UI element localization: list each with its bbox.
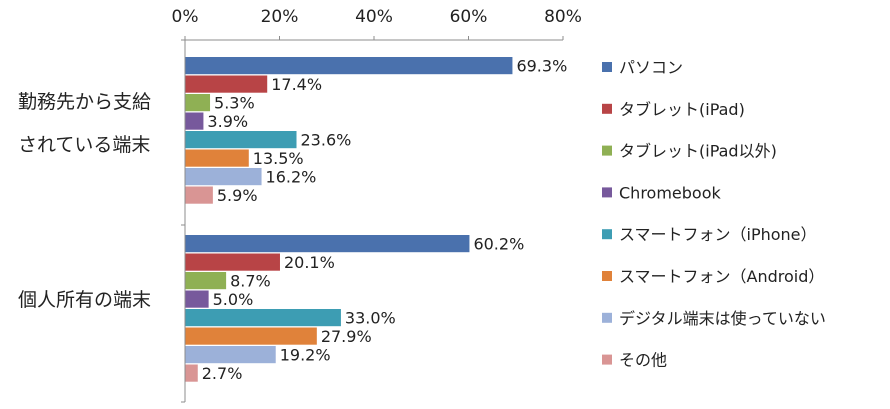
legend-label: タブレット(iPad以外) (619, 142, 777, 161)
data-label: 27.9% (321, 327, 372, 346)
legend-swatch (602, 103, 612, 114)
bar (185, 346, 276, 364)
bar (185, 290, 209, 308)
legend-swatch (602, 271, 612, 281)
x-tick-label: 60% (450, 7, 488, 27)
bar (185, 272, 227, 290)
data-label: 20.1% (284, 253, 335, 272)
data-label: 16.2% (266, 168, 317, 187)
bar (185, 253, 280, 271)
bar (185, 168, 262, 186)
data-label: 5.3% (214, 94, 255, 113)
legend-label: Chromebook (619, 183, 721, 202)
bars (185, 57, 513, 382)
bar (185, 149, 249, 167)
bar (185, 309, 341, 327)
data-label: 2.7% (202, 364, 243, 383)
legend-swatch (602, 145, 612, 156)
legend-label: スマートフォン（iPhone） (619, 225, 817, 244)
bar (185, 235, 470, 253)
bar (185, 112, 204, 130)
data-label: 69.3% (516, 57, 567, 76)
x-tick-label: 0% (172, 7, 199, 27)
legend-swatch (602, 62, 612, 72)
data-label: 17.4% (271, 75, 322, 94)
bar (185, 131, 297, 149)
x-tick-label: 20% (261, 7, 299, 27)
category-label: 個人所有の端末 (18, 289, 151, 311)
bar (185, 94, 211, 112)
axis-lines (181, 39, 563, 403)
value-labels: 69.3% 17.4% 5.3%3.9% 23.6%13.5%16.2% 5.9% 60.… (202, 57, 568, 384)
legend-label: パソコン (619, 58, 683, 77)
data-label: 8.7% (230, 272, 271, 291)
data-label: 3.9% (207, 112, 248, 131)
data-label: 23.6% (301, 131, 352, 150)
data-label: 19.2% (280, 346, 331, 365)
data-label: 5.9% (217, 186, 258, 205)
legend-swatch (602, 312, 612, 323)
data-label: 33.0% (345, 309, 396, 328)
legend-swatch (602, 187, 612, 198)
x-tick-label: 80% (544, 7, 582, 27)
data-label: 60.2% (473, 235, 524, 254)
legend-swatch (602, 229, 612, 240)
bar (185, 327, 317, 345)
legend-label: タブレット(iPad) (619, 100, 745, 119)
x-axis-ticks: 0% 20% 40% 60% 80% (172, 7, 582, 40)
x-tick-label: 40% (355, 7, 393, 27)
bar (185, 364, 198, 382)
legend-label: デジタル端末は使っていない (619, 309, 826, 328)
data-label: 13.5% (253, 149, 304, 168)
category-label: されている端末 (18, 134, 150, 156)
bar (185, 57, 513, 75)
legend-label: スマートフォン（Android） (619, 267, 824, 286)
category-label: 勤務先から支給 (18, 91, 151, 113)
data-label: 5.0% (213, 290, 254, 309)
legend-label: その他 (619, 351, 667, 370)
bar (185, 75, 268, 93)
bar (185, 186, 213, 204)
legend-swatch (602, 354, 612, 365)
